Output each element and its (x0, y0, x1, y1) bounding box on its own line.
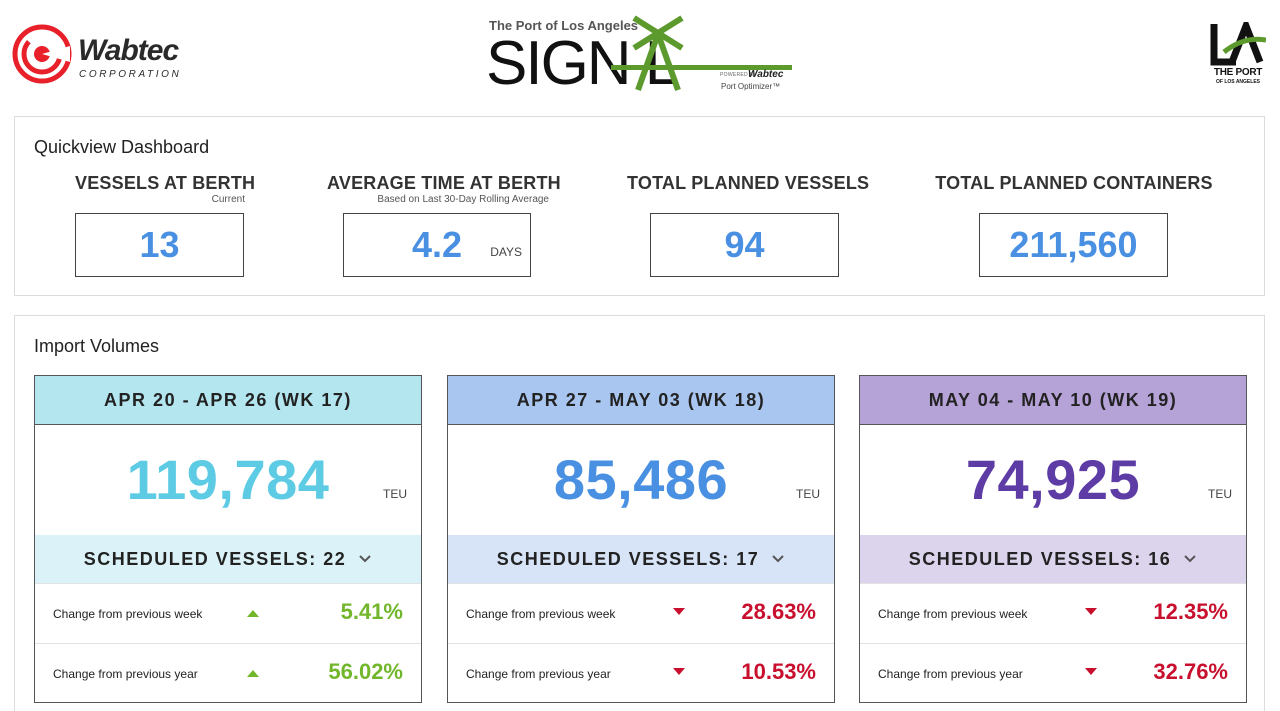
metric-value: 211,560 (1009, 224, 1138, 265)
week-range-header: APR 20 - APR 26 (WK 17) (35, 376, 421, 425)
change-value: 10.53% (741, 659, 816, 684)
quickview-title: Quickview Dashboard (34, 137, 210, 157)
chevron-down-icon[interactable] (358, 554, 372, 564)
scheduled-vessels-toggle[interactable]: SCHEDULED VESSELS: 17 (448, 535, 834, 583)
wabtec-corporation-text: CORPORATION (79, 69, 182, 80)
teu-unit: TEU (796, 487, 820, 501)
arrow-up-icon (247, 670, 259, 677)
metric-total-planned-containers: TOTAL PLANNED CONTAINERS (935, 173, 1213, 206)
scheduled-vessels-label: SCHEDULED VESSELS: 16 (908, 548, 1172, 569)
la-the-port-text: THE PORT (1213, 67, 1263, 78)
change-row-week: Change from previous week 5.41% (35, 583, 421, 643)
port-of-la-logo: THE PORT OF LOS ANGELES (1206, 22, 1270, 90)
metric-value: 94 (724, 224, 765, 265)
signal-logo: The Port of Los Angeles SIGN L POWERED B… (486, 14, 796, 98)
change-row-year: Change from previous year 32.76% (860, 643, 1246, 702)
metric-value: 4.2 (411, 224, 463, 265)
teu-unit: TEU (1208, 487, 1232, 501)
metric-label: TOTAL PLANNED VESSELS (627, 173, 870, 193)
metric-sublabel (935, 194, 1213, 206)
page-header: Wabtec CORPORATION The Port of Los Angel… (0, 0, 1280, 110)
import-volumes-panel: Import Volumes APR 20 - APR 26 (WK 17) 1… (14, 315, 1265, 711)
arrow-down-icon (1085, 668, 1097, 675)
week-card-17: APR 20 - APR 26 (WK 17) 119,784 TEU SCHE… (34, 375, 422, 703)
teu-row: 119,784 TEU (35, 425, 421, 535)
change-row-year: Change from previous year 10.53% (448, 643, 834, 702)
change-value: 32.76% (1153, 659, 1228, 684)
teu-value: 119,784 (126, 448, 330, 511)
teu-row: 85,486 TEU (448, 425, 834, 535)
signal-tower-icon (632, 15, 684, 92)
arrow-down-icon (673, 608, 685, 615)
metric-label: TOTAL PLANNED CONTAINERS (935, 173, 1213, 193)
week-card-18: APR 27 - MAY 03 (WK 18) 85,486 TEU SCHED… (447, 375, 835, 703)
week-card-19: MAY 04 - MAY 10 (WK 19) 74,925 TEU SCHED… (859, 375, 1247, 703)
metric-unit: DAYS (490, 245, 522, 259)
import-volumes-title: Import Volumes (34, 336, 160, 356)
quickview-panel: Quickview Dashboard VESSELS AT BERTH Cur… (14, 116, 1265, 296)
change-row-week: Change from previous week 12.35% (860, 583, 1246, 643)
change-label: Change from previous week (878, 607, 1028, 621)
arrow-up-icon (247, 610, 259, 617)
metric-vessels-at-berth: VESSELS AT BERTH Current (75, 173, 256, 206)
metric-sublabel (627, 194, 863, 206)
signal-powered-by: POWERED BY (720, 72, 757, 78)
la-monogram-icon (1210, 22, 1266, 66)
signal-port-optimizer: Port Optimizer™ (721, 82, 781, 91)
arrow-down-icon (673, 668, 685, 675)
change-label: Change from previous year (878, 667, 1023, 681)
change-row-week: Change from previous week 28.63% (448, 583, 834, 643)
metric-total-planned-vessels: TOTAL PLANNED VESSELS (627, 173, 870, 206)
week-range-header: MAY 04 - MAY 10 (WK 19) (860, 376, 1246, 425)
change-label: Change from previous week (53, 607, 203, 621)
scheduled-vessels-toggle[interactable]: SCHEDULED VESSELS: 22 (35, 535, 421, 583)
change-label: Change from previous year (466, 667, 611, 681)
change-label: Change from previous year (53, 667, 198, 681)
chevron-down-icon[interactable] (1183, 554, 1197, 564)
metric-label: AVERAGE TIME AT BERTH (327, 173, 561, 193)
signal-subtitle: The Port of Los Angeles (489, 18, 639, 33)
change-value: 28.63% (741, 599, 816, 624)
la-los-angeles-text: OF LOS ANGELES (1216, 79, 1260, 85)
scheduled-vessels-toggle[interactable]: SCHEDULED VESSELS: 16 (860, 535, 1246, 583)
metric-box-planned-containers: 211,560 (979, 213, 1168, 277)
metric-average-time-at-berth: AVERAGE TIME AT BERTH Based on Last 30-D… (327, 173, 561, 206)
change-value: 56.02% (328, 659, 403, 684)
wabtec-logo: Wabtec CORPORATION (12, 24, 202, 88)
signal-wabtec-mark: Wabtec (748, 69, 784, 80)
change-label: Change from previous week (466, 607, 616, 621)
change-value: 5.41% (340, 599, 403, 624)
wabtec-wordmark: Wabtec (78, 34, 179, 67)
teu-value: 74,925 (965, 448, 1141, 511)
change-row-year: Change from previous year 56.02% (35, 643, 421, 702)
chevron-down-icon[interactable] (771, 554, 785, 564)
metric-label: VESSELS AT BERTH (75, 173, 256, 193)
wabtec-swirl-icon (12, 24, 72, 84)
arrow-down-icon (1085, 608, 1097, 615)
signal-underline (611, 65, 792, 70)
metric-value: 13 (139, 224, 180, 265)
teu-unit: TEU (383, 487, 407, 501)
metric-sublabel: Current (211, 194, 245, 205)
week-range-header: APR 27 - MAY 03 (WK 18) (448, 376, 834, 425)
change-value: 12.35% (1153, 599, 1228, 624)
metric-box-average-time: 4.2 DAYS (343, 213, 531, 277)
scheduled-vessels-label: SCHEDULED VESSELS: 17 (496, 548, 760, 569)
metric-sublabel: Based on Last 30-Day Rolling Average (377, 194, 549, 205)
metric-box-vessels-at-berth: 13 (75, 213, 244, 277)
teu-row: 74,925 TEU (860, 425, 1246, 535)
scheduled-vessels-label: SCHEDULED VESSELS: 22 (83, 548, 347, 569)
metric-box-planned-vessels: 94 (650, 213, 839, 277)
teu-value: 85,486 (553, 448, 729, 511)
